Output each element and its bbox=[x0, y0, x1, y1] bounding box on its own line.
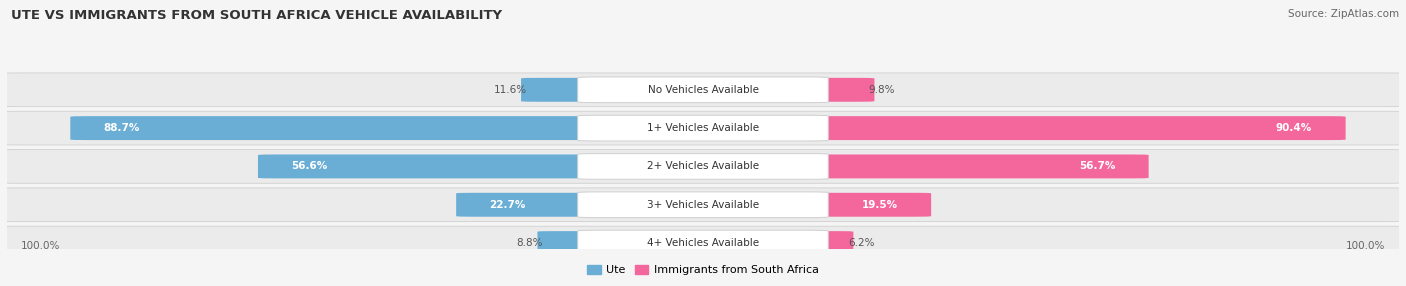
Text: 100.0%: 100.0% bbox=[21, 241, 60, 251]
Text: 2+ Vehicles Available: 2+ Vehicles Available bbox=[647, 161, 759, 171]
FancyBboxPatch shape bbox=[0, 73, 1406, 107]
Text: 90.4%: 90.4% bbox=[1277, 123, 1312, 133]
Text: 11.6%: 11.6% bbox=[494, 85, 527, 95]
Text: 6.2%: 6.2% bbox=[848, 238, 875, 248]
Text: 1+ Vehicles Available: 1+ Vehicles Available bbox=[647, 123, 759, 133]
FancyBboxPatch shape bbox=[783, 78, 875, 102]
FancyBboxPatch shape bbox=[783, 193, 931, 217]
Text: 88.7%: 88.7% bbox=[104, 123, 141, 133]
Text: UTE VS IMMIGRANTS FROM SOUTH AFRICA VEHICLE AVAILABILITY: UTE VS IMMIGRANTS FROM SOUTH AFRICA VEHI… bbox=[11, 9, 502, 21]
FancyBboxPatch shape bbox=[783, 231, 853, 255]
Text: Source: ZipAtlas.com: Source: ZipAtlas.com bbox=[1288, 9, 1399, 19]
Text: 22.7%: 22.7% bbox=[489, 200, 526, 210]
FancyBboxPatch shape bbox=[70, 116, 623, 140]
FancyBboxPatch shape bbox=[783, 116, 1346, 140]
FancyBboxPatch shape bbox=[0, 188, 1406, 222]
FancyBboxPatch shape bbox=[537, 231, 623, 255]
Text: 100.0%: 100.0% bbox=[1346, 241, 1385, 251]
FancyBboxPatch shape bbox=[578, 154, 828, 179]
Text: 3+ Vehicles Available: 3+ Vehicles Available bbox=[647, 200, 759, 210]
FancyBboxPatch shape bbox=[578, 192, 828, 218]
FancyBboxPatch shape bbox=[0, 150, 1406, 183]
FancyBboxPatch shape bbox=[578, 77, 828, 103]
FancyBboxPatch shape bbox=[522, 78, 623, 102]
FancyBboxPatch shape bbox=[456, 193, 623, 217]
Legend: Ute, Immigrants from South Africa: Ute, Immigrants from South Africa bbox=[583, 262, 823, 279]
FancyBboxPatch shape bbox=[0, 111, 1406, 145]
FancyBboxPatch shape bbox=[578, 230, 828, 256]
Text: 8.8%: 8.8% bbox=[516, 238, 543, 248]
FancyBboxPatch shape bbox=[783, 154, 1149, 178]
Text: 19.5%: 19.5% bbox=[862, 200, 898, 210]
Text: 9.8%: 9.8% bbox=[869, 85, 896, 95]
FancyBboxPatch shape bbox=[578, 115, 828, 141]
FancyBboxPatch shape bbox=[257, 154, 623, 178]
Text: No Vehicles Available: No Vehicles Available bbox=[648, 85, 758, 95]
Text: 56.7%: 56.7% bbox=[1078, 161, 1115, 171]
Text: 56.6%: 56.6% bbox=[291, 161, 328, 171]
FancyBboxPatch shape bbox=[0, 226, 1406, 260]
Text: 4+ Vehicles Available: 4+ Vehicles Available bbox=[647, 238, 759, 248]
